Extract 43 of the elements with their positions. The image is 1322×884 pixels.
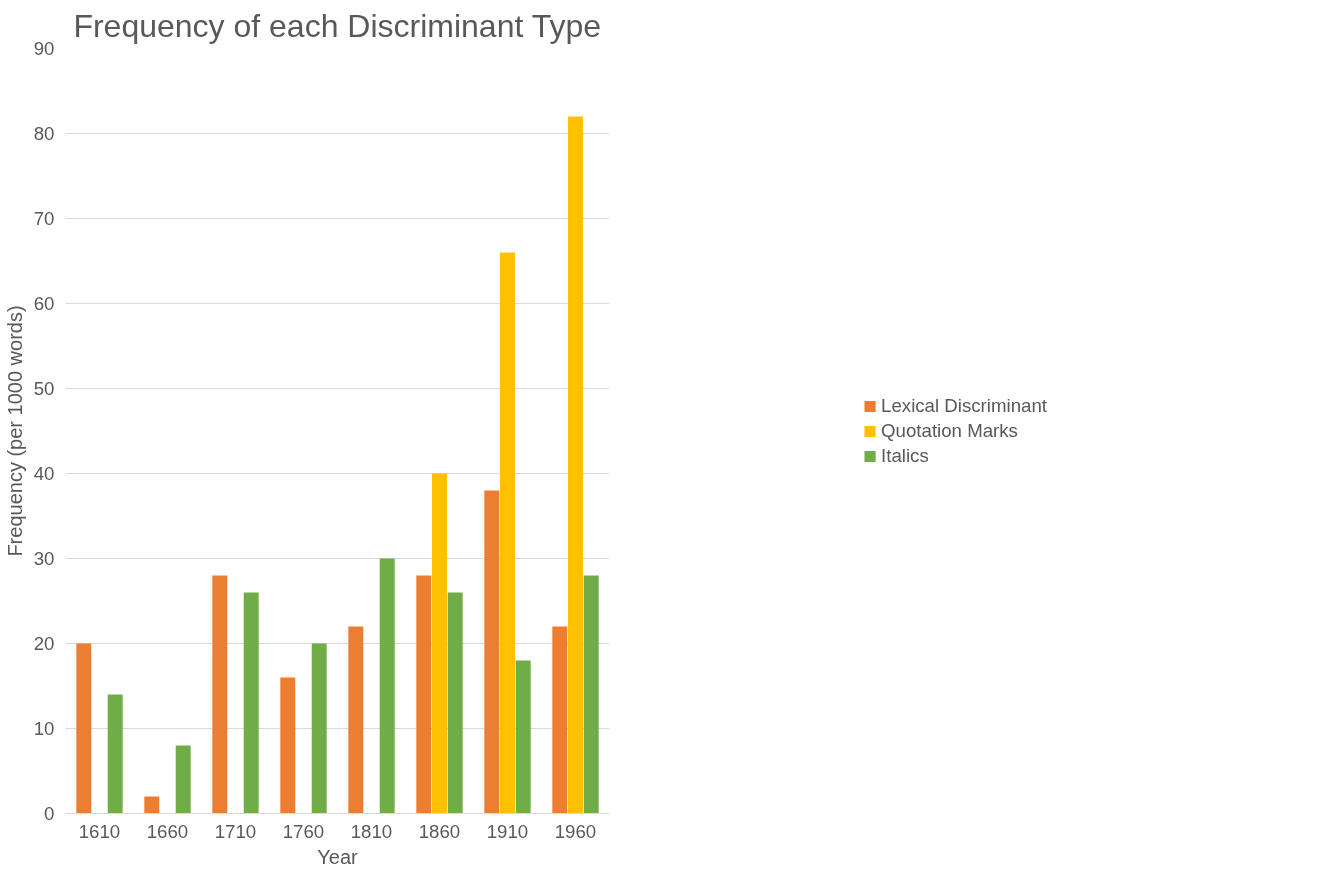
x-tick-label: 1960 bbox=[554, 820, 597, 842]
y-tick-label: 40 bbox=[33, 463, 55, 484]
y-tick-label: 20 bbox=[33, 633, 55, 654]
bar bbox=[568, 116, 583, 814]
legend-label: Lexical Discriminant bbox=[881, 394, 1047, 417]
bar bbox=[144, 796, 160, 814]
x-tick-label: 1710 bbox=[214, 820, 257, 842]
x-tick-label: 1610 bbox=[78, 820, 121, 842]
chart-title: Frequency of each Discriminant Type bbox=[73, 7, 602, 44]
x-tick-label: 1810 bbox=[350, 820, 393, 842]
x-tick-label: 1860 bbox=[418, 820, 461, 842]
bar bbox=[432, 473, 447, 814]
y-tick-label: 0 bbox=[44, 803, 55, 824]
bar bbox=[484, 490, 500, 814]
legend-label: Quotation Marks bbox=[881, 419, 1018, 442]
x-tick-label: 1910 bbox=[486, 820, 529, 842]
bar bbox=[76, 643, 92, 814]
bar bbox=[515, 660, 531, 814]
y-tick-label: 90 bbox=[33, 38, 55, 59]
bar bbox=[348, 626, 364, 814]
bar bbox=[311, 643, 327, 814]
bar bbox=[280, 677, 296, 814]
legend-label: Italics bbox=[881, 444, 929, 467]
bar bbox=[212, 575, 228, 814]
y-tick-label: 30 bbox=[33, 548, 55, 569]
bar bbox=[379, 558, 395, 814]
y-axis-title: Frequency (per 1000 words) bbox=[3, 305, 26, 557]
x-axis-title: Year bbox=[317, 845, 359, 868]
y-tick-label: 50 bbox=[33, 378, 55, 399]
bar bbox=[500, 252, 515, 814]
bar bbox=[175, 745, 191, 814]
y-tick-label: 80 bbox=[33, 123, 55, 144]
y-tick-label: 60 bbox=[33, 293, 55, 314]
x-tick-label: 1760 bbox=[282, 820, 325, 842]
x-tick-label: 1660 bbox=[146, 820, 189, 842]
bar bbox=[447, 592, 463, 814]
bar bbox=[416, 575, 432, 814]
bar bbox=[107, 694, 123, 814]
bar bbox=[583, 575, 599, 814]
bar bbox=[243, 592, 259, 814]
bar bbox=[552, 626, 568, 814]
y-tick-label: 10 bbox=[33, 718, 55, 739]
y-tick-label: 70 bbox=[33, 208, 55, 229]
